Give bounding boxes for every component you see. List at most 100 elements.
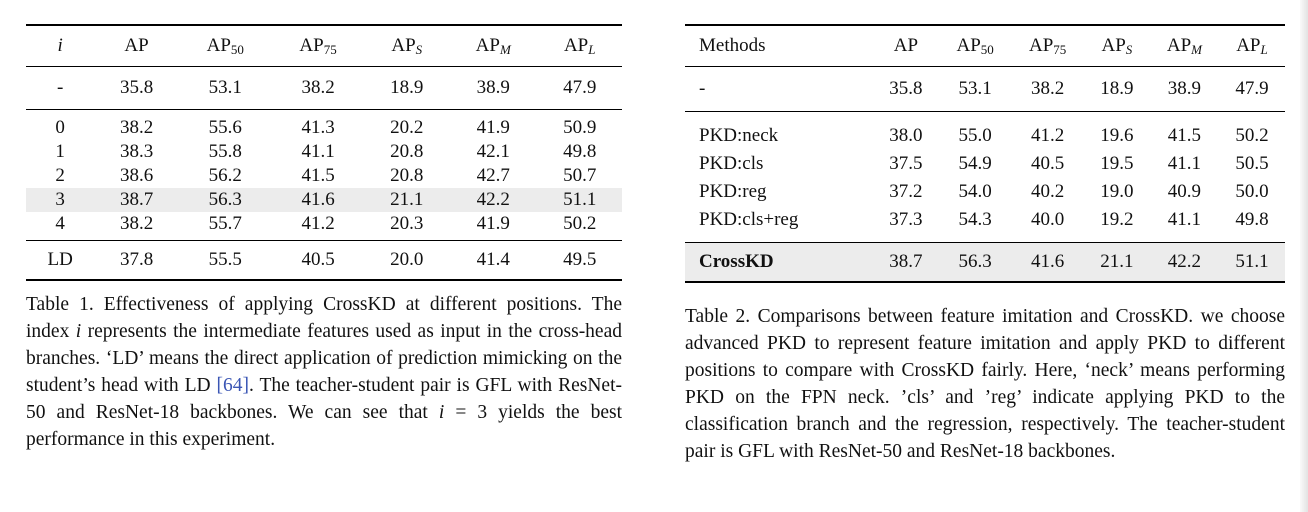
- header-apm: APM: [449, 24, 538, 67]
- table1-panel: i AP AP50 AP75 APS APM APL - 35.8 53.1 3…: [26, 24, 622, 473]
- cell: 19.6: [1100, 125, 1134, 146]
- cell: 19.5: [1100, 153, 1134, 174]
- table2-header-row: Methods AP AP50 AP75 APS APM APL: [685, 24, 1285, 67]
- cell: 41.9: [449, 212, 538, 241]
- header-ap75-sub: 75: [1053, 42, 1067, 57]
- citation-link[interactable]: [64]: [216, 375, 250, 396]
- cell: 50.5: [1235, 153, 1269, 174]
- table2-caption: Table 2. Comparisons between feature imi…: [685, 306, 1285, 462]
- cell: 20.3: [364, 212, 450, 241]
- cell: 38.2: [1011, 66, 1084, 112]
- cell: 38.3: [119, 141, 154, 162]
- caption-variable: i: [75, 321, 82, 342]
- table-row: 4 38.2 55.7 41.2 20.3 41.9 50.2: [26, 212, 622, 241]
- cell: 21.1: [364, 188, 450, 212]
- cell: 38.9: [1149, 66, 1219, 112]
- cell: PKD:neck: [699, 125, 779, 146]
- cell: 40.2: [1031, 181, 1065, 202]
- header-ap50-sub: 50: [980, 42, 994, 57]
- cell: 41.1: [1149, 206, 1219, 243]
- cell: 1: [55, 141, 65, 162]
- table2-footer-row: CrossKD 38.7 56.3 41.6 21.1 42.2 51.1: [685, 242, 1285, 283]
- table1-header-row: i AP AP50 AP75 APS APM APL: [26, 24, 622, 67]
- header-ap50: AP50: [178, 24, 272, 67]
- cell: 41.3: [301, 117, 335, 138]
- cell: 50.2: [537, 212, 622, 241]
- cell: PKD:reg: [699, 181, 767, 202]
- cell: 40.9: [1167, 181, 1202, 202]
- table1: i AP AP50 AP75 APS APM APL - 35.8 53.1 3…: [26, 24, 622, 281]
- cell: CrossKD: [685, 242, 873, 283]
- cell: LD: [26, 240, 95, 281]
- header-ap50-base: AP: [956, 35, 981, 56]
- table-row: PKD:neck 38.0 55.0 41.2 19.6 41.5 50.2: [685, 112, 1285, 151]
- cell: 41.5: [301, 165, 335, 186]
- header-aps: APS: [364, 24, 450, 67]
- cell: 40.5: [1031, 153, 1065, 174]
- header-ap50: AP50: [938, 24, 1012, 67]
- cell: 21.1: [1083, 242, 1150, 283]
- cell: 41.4: [449, 240, 538, 281]
- cell: 54.0: [958, 181, 992, 202]
- header-ap50-base: AP: [206, 35, 231, 56]
- cell: 55.8: [208, 141, 242, 162]
- cell: 35.8: [872, 66, 939, 112]
- cell: 50.7: [563, 165, 597, 186]
- header-apl: APL: [1218, 24, 1285, 67]
- caption-text: = 3 yields the best performance in this …: [26, 402, 623, 450]
- table-row: PKD:cls 37.5 54.9 40.5 19.5 41.1 50.5: [685, 150, 1285, 178]
- cell: 37.5: [889, 153, 923, 174]
- cell: 42.1: [476, 141, 510, 162]
- cell: 42.2: [449, 188, 538, 212]
- cell: 19.2: [1083, 206, 1150, 243]
- cell: 20.0: [364, 240, 450, 281]
- cell: 53.1: [938, 66, 1012, 112]
- cell: 41.9: [476, 117, 510, 138]
- header-ap75: AP75: [271, 24, 365, 67]
- caption-text: . The teacher-student pair is GFL with R…: [26, 375, 623, 423]
- cell: 54.3: [938, 206, 1012, 243]
- cell: 19.0: [1100, 181, 1134, 202]
- table2: Methods AP AP50 AP75 APS APM APL - 35.8 …: [685, 24, 1285, 283]
- cell: 38.9: [449, 66, 538, 110]
- cell: 41.2: [271, 212, 365, 241]
- header-apl-sub: L: [1260, 42, 1268, 57]
- table-row: PKD:reg 37.2 54.0 40.2 19.0 40.9 50.0: [685, 178, 1285, 206]
- cell: 38.0: [889, 125, 923, 146]
- cell: 50.2: [1235, 125, 1269, 146]
- cell: 20.2: [390, 117, 424, 138]
- cell: 51.1: [537, 188, 622, 212]
- cell: 49.8: [1218, 206, 1285, 243]
- header-apl-base: AP: [1236, 35, 1261, 56]
- cell: 41.6: [271, 188, 365, 212]
- cell: 20.8: [390, 165, 424, 186]
- table-row: 0 38.2 55.6 41.3 20.2 41.9 50.9: [26, 110, 622, 141]
- cell: 56.3: [938, 242, 1012, 283]
- header-aps: APS: [1083, 24, 1150, 67]
- header-apl-base: AP: [563, 35, 589, 56]
- cell: 50.9: [563, 117, 597, 138]
- header-apl: APL: [537, 24, 622, 67]
- cell: 41.1: [301, 141, 335, 162]
- table-row-highlighted: 3 38.7 56.3 41.6 21.1 42.2 51.1: [26, 188, 622, 212]
- cell: 55.6: [208, 117, 242, 138]
- header-aps-sub: S: [415, 42, 423, 57]
- cell: 18.9: [364, 66, 450, 110]
- table2-baseline-row: - 35.8 53.1 38.2 18.9 38.9 47.9: [685, 66, 1285, 112]
- cell: 50.0: [1235, 181, 1269, 202]
- header-ap75-base: AP: [1028, 35, 1054, 56]
- header-apm-base: AP: [475, 35, 500, 56]
- caption-text: represents the intermediate features use…: [26, 321, 622, 396]
- header-ap75-base: AP: [299, 35, 324, 56]
- cell: 54.9: [958, 153, 992, 174]
- cell: 49.5: [537, 240, 622, 281]
- cell: 20.8: [390, 141, 424, 162]
- header-ap75-sub: 75: [323, 42, 337, 57]
- cell: 55.5: [178, 240, 272, 281]
- header-apm-sub: M: [1191, 42, 1202, 57]
- cell: 56.3: [178, 188, 272, 212]
- table-row: 2 38.6 56.2 41.5 20.8 42.7 50.7: [26, 164, 622, 188]
- caption-text: Table 1. Effectiveness of applying Cross…: [26, 294, 622, 342]
- cell: 40.5: [271, 240, 365, 281]
- cell: 47.9: [537, 66, 622, 110]
